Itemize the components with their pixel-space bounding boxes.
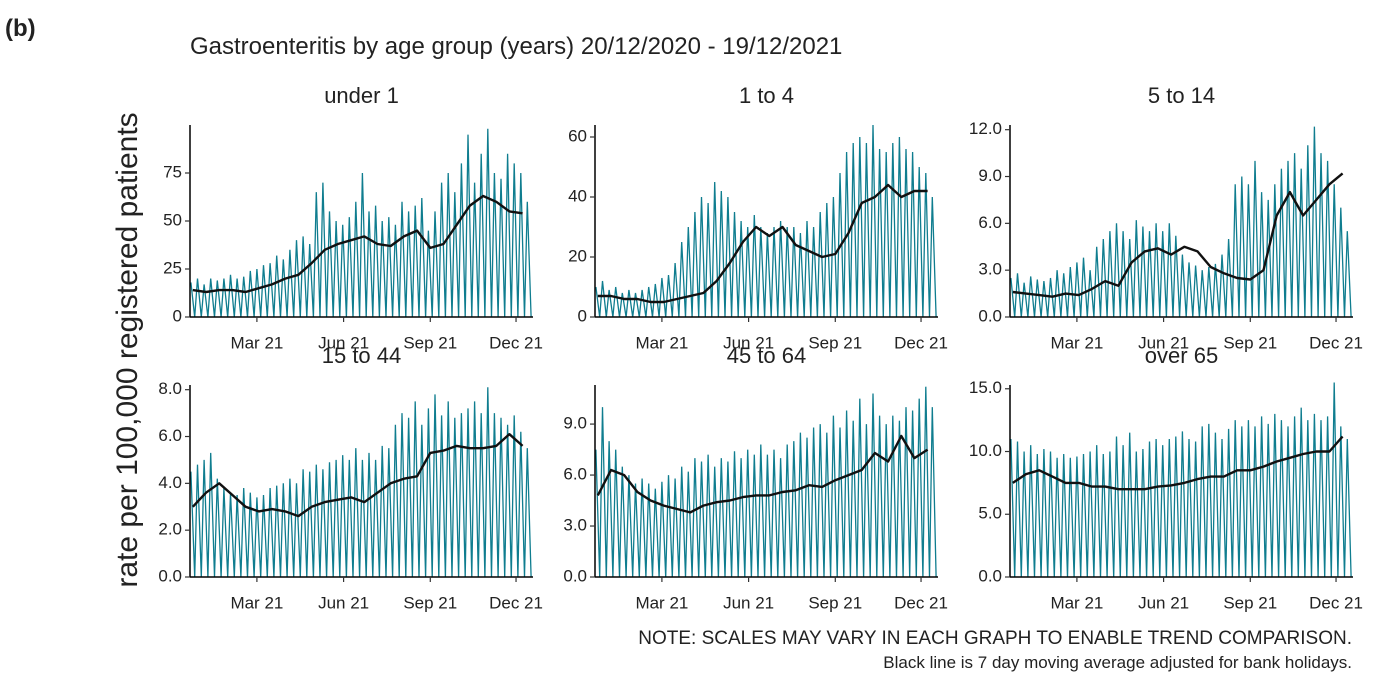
y-tick-label: 50 xyxy=(163,210,182,229)
moving-average-line xyxy=(596,434,929,514)
x-tick-label: Jun 21 xyxy=(723,333,774,352)
y-tick-label: 6.0 xyxy=(978,213,1002,232)
y-tick-label: 0.0 xyxy=(978,306,1002,325)
y-tick-label: 0.0 xyxy=(563,566,587,585)
y-tick-label: 75 xyxy=(163,162,182,181)
chart-title: Gastroenteritis by age group (years) 20/… xyxy=(190,33,842,60)
x-tick-label: Mar 21 xyxy=(230,593,283,612)
x-tick-label: Jun 21 xyxy=(318,333,369,352)
x-tick-label: Dec 21 xyxy=(894,593,948,612)
panel-title: 45 to 64 xyxy=(727,343,807,368)
x-tick-label: Dec 21 xyxy=(1309,593,1363,612)
x-tick-label: Mar 21 xyxy=(635,593,688,612)
y-tick-label: 60 xyxy=(568,126,587,145)
y-tick-label: 20 xyxy=(568,246,587,265)
daily-line xyxy=(595,386,937,578)
panel-title: 5 to 14 xyxy=(1148,83,1215,108)
panel-title: 15 to 44 xyxy=(322,343,402,368)
y-tick-label: 9.0 xyxy=(563,414,587,433)
y-tick-label: 0.0 xyxy=(978,566,1002,585)
y-tick-label: 40 xyxy=(568,186,587,205)
daily-line xyxy=(1010,382,1352,578)
moving-average-line xyxy=(1012,435,1344,491)
x-tick-label: Dec 21 xyxy=(489,593,543,612)
x-tick-label: Jun 21 xyxy=(318,593,369,612)
panel-title: over 65 xyxy=(1145,343,1218,368)
daily-line xyxy=(190,387,532,578)
moving-average-line xyxy=(191,433,524,518)
y-tick-label: 4.0 xyxy=(158,473,182,492)
panel-title: under 1 xyxy=(324,83,399,108)
x-tick-label: Mar 21 xyxy=(1050,593,1103,612)
panel-label: (b) xyxy=(5,15,36,42)
x-tick-label: Sep 21 xyxy=(403,593,457,612)
moving-average-line xyxy=(192,194,523,294)
x-tick-label: Mar 21 xyxy=(1050,333,1103,352)
y-tick-label: 0 xyxy=(578,306,587,325)
y-tick-label: 2.0 xyxy=(158,520,182,539)
x-tick-label: Dec 21 xyxy=(894,333,948,352)
y-tick-label: 6.0 xyxy=(563,465,587,484)
y-tick-label: 25 xyxy=(163,258,182,277)
y-axis-label: rate per 100,000 registered patients xyxy=(111,112,144,587)
x-tick-label: Sep 21 xyxy=(1223,333,1277,352)
x-tick-label: Mar 21 xyxy=(635,333,688,352)
y-tick-label: 12.0 xyxy=(969,119,1002,138)
y-tick-label: 10.0 xyxy=(969,441,1002,460)
x-tick-label: Sep 21 xyxy=(1223,593,1277,612)
x-tick-label: Jun 21 xyxy=(723,593,774,612)
note: Black line is 7 day moving average adjus… xyxy=(883,653,1352,672)
y-tick-label: 6.0 xyxy=(158,426,182,445)
x-tick-label: Jun 21 xyxy=(1138,593,1189,612)
y-tick-label: 0.0 xyxy=(158,566,182,585)
y-tick-label: 3.0 xyxy=(563,516,587,535)
y-tick-label: 9.0 xyxy=(978,166,1002,185)
moving-average-line xyxy=(1012,172,1344,298)
x-tick-label: Sep 21 xyxy=(403,333,457,352)
y-tick-label: 5.0 xyxy=(978,504,1002,523)
x-tick-label: Dec 21 xyxy=(1309,333,1363,352)
daily-line xyxy=(1010,126,1352,318)
y-tick-label: 3.0 xyxy=(978,260,1002,279)
y-tick-label: 0 xyxy=(173,306,182,325)
note: NOTE: SCALES MAY VARY IN EACH GRAPH TO E… xyxy=(638,628,1352,649)
x-tick-label: Sep 21 xyxy=(808,593,862,612)
x-tick-label: Dec 21 xyxy=(489,333,543,352)
x-tick-label: Jun 21 xyxy=(1138,333,1189,352)
y-tick-label: 15.0 xyxy=(969,378,1002,397)
moving-average-line xyxy=(597,183,928,304)
daily-line xyxy=(595,124,937,318)
panel-title: 1 to 4 xyxy=(739,83,794,108)
x-tick-label: Mar 21 xyxy=(230,333,283,352)
x-tick-label: Sep 21 xyxy=(808,333,862,352)
y-tick-label: 8.0 xyxy=(158,379,182,398)
daily-line xyxy=(190,128,532,318)
